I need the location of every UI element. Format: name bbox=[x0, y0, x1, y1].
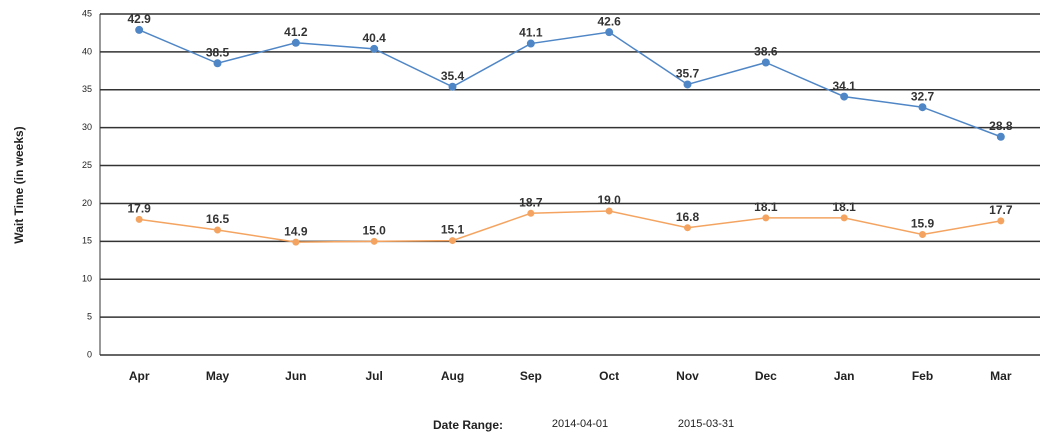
data-label: 42.9 bbox=[127, 12, 151, 26]
y-tick-label: 15 bbox=[82, 236, 92, 246]
point bbox=[840, 214, 848, 222]
point bbox=[449, 237, 456, 245]
data-label: 18.1 bbox=[754, 200, 778, 214]
point bbox=[997, 217, 1005, 225]
x-tick-label: Jan bbox=[834, 369, 855, 383]
point bbox=[291, 38, 300, 47]
x-tick-label: Aug bbox=[441, 369, 464, 383]
data-label: 32.7 bbox=[911, 89, 935, 103]
data-label: 17.9 bbox=[127, 202, 151, 216]
point bbox=[684, 224, 691, 232]
x-tick-label: Nov bbox=[676, 369, 699, 383]
data-label: 41.1 bbox=[519, 26, 543, 40]
data-label: 41.2 bbox=[284, 25, 308, 39]
x-tick-label: Jun bbox=[285, 369, 306, 383]
y-tick-label: 30 bbox=[82, 122, 92, 132]
data-label: 19.0 bbox=[597, 193, 621, 207]
point bbox=[213, 59, 222, 68]
point bbox=[448, 82, 457, 91]
data-label: 40.4 bbox=[362, 31, 386, 45]
data-label: 15.0 bbox=[362, 224, 386, 238]
data-label: 35.7 bbox=[676, 67, 700, 81]
x-tick-label: Apr bbox=[129, 369, 150, 383]
point bbox=[526, 39, 535, 48]
point bbox=[918, 103, 927, 112]
data-label: 17.7 bbox=[989, 203, 1013, 217]
point bbox=[761, 58, 770, 67]
y-tick-label: 20 bbox=[82, 198, 92, 208]
data-label: 35.4 bbox=[441, 69, 465, 83]
point bbox=[996, 132, 1005, 141]
data-label: 38.6 bbox=[754, 45, 778, 59]
data-label: 42.6 bbox=[597, 14, 621, 28]
x-tick-label: Feb bbox=[912, 369, 933, 383]
data-label: 15.1 bbox=[441, 223, 465, 237]
point bbox=[605, 28, 614, 37]
point bbox=[370, 44, 379, 53]
y-tick-label: 5 bbox=[87, 311, 92, 321]
y-tick-label: 35 bbox=[82, 84, 92, 94]
point bbox=[135, 25, 144, 34]
footer-end: 2015-03-31 bbox=[678, 418, 734, 430]
x-tick-label: Jul bbox=[365, 369, 382, 383]
data-label: 18.1 bbox=[832, 200, 856, 214]
data-label: 16.5 bbox=[206, 212, 230, 226]
point bbox=[605, 207, 613, 215]
point bbox=[135, 215, 143, 223]
x-tick-label: Mar bbox=[990, 369, 1012, 383]
point bbox=[840, 92, 849, 101]
data-label: 34.1 bbox=[832, 79, 856, 93]
point bbox=[762, 214, 770, 222]
x-tick-label: Oct bbox=[599, 369, 619, 383]
data-label: 38.5 bbox=[206, 45, 230, 59]
x-tick-label: Dec bbox=[755, 369, 777, 383]
point bbox=[370, 237, 378, 245]
point bbox=[214, 226, 221, 234]
y-axis-label: Wait Time (in weeks) bbox=[12, 126, 26, 243]
data-label: 14.9 bbox=[284, 224, 308, 238]
x-tick-label: Sep bbox=[520, 369, 542, 383]
y-tick-label: 45 bbox=[82, 8, 92, 18]
x-tick-label: May bbox=[206, 369, 230, 383]
data-label: 28.8 bbox=[989, 119, 1013, 133]
point bbox=[527, 209, 535, 217]
y-tick-label: 0 bbox=[87, 349, 92, 359]
footer-start: 2014-04-01 bbox=[552, 418, 608, 430]
point bbox=[919, 231, 926, 239]
data-label: 16.8 bbox=[676, 210, 700, 224]
series-line bbox=[138, 29, 1002, 138]
series-line bbox=[139, 210, 1001, 243]
y-tick-label: 40 bbox=[82, 46, 92, 56]
y-tick-label: 10 bbox=[82, 274, 92, 284]
point bbox=[292, 238, 300, 246]
data-label: 18.7 bbox=[519, 195, 543, 209]
footer-label: Date Range: bbox=[433, 418, 503, 432]
data-label: 15.9 bbox=[911, 217, 935, 231]
point bbox=[683, 80, 692, 89]
y-tick-label: 25 bbox=[82, 160, 92, 170]
